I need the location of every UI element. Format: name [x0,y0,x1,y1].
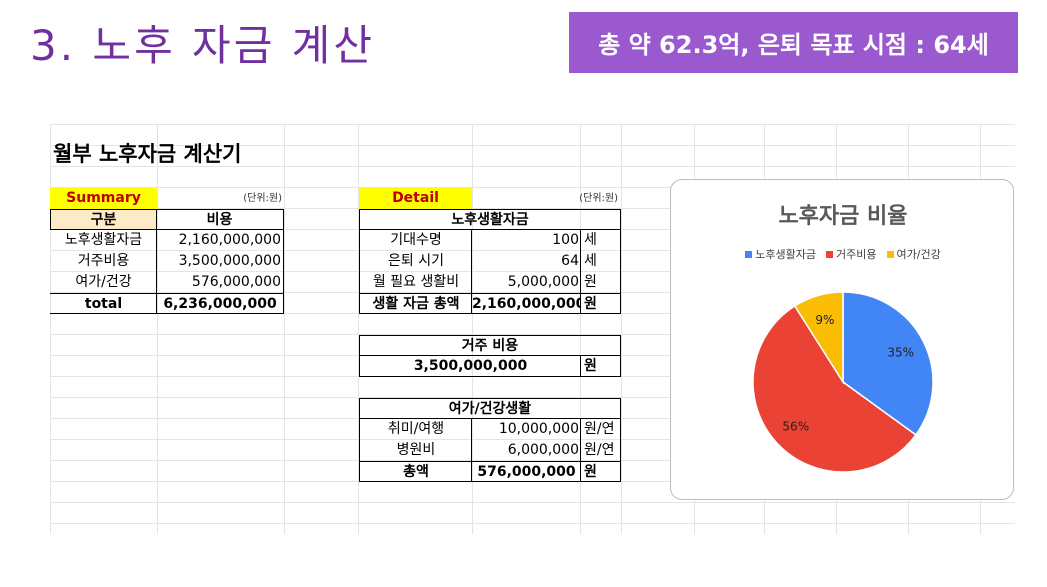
summary-row-name[interactable]: 거주비용 [77,253,130,269]
gridline [580,124,581,534]
summary-row-name[interactable]: 여가/건강 [75,274,132,290]
pie-data-label: 56% [782,419,809,433]
gridline [472,124,473,534]
gridline [50,124,1015,125]
leisure-row-unit[interactable]: 원/연 [580,440,621,461]
living-row-unit[interactable]: 세 [580,230,621,251]
leisure-total-unit[interactable]: 원 [580,461,621,482]
slide-title: 3. 노후 자금 계산 [30,21,375,70]
gridline [50,334,1015,335]
leisure-row-value[interactable]: 10,000,000 [471,419,581,440]
living-total-label[interactable]: 생활 자금 총액 [359,293,472,314]
summary-label: Summary [50,188,157,209]
pie-data-label: 9% [815,313,834,327]
gridline [358,124,359,534]
leisure-header[interactable]: 여가/건강생활 [359,398,621,419]
living-row-value[interactable]: 100 [471,230,581,251]
gridline [50,439,1015,440]
summary-total-value[interactable]: 6,236,000,000 [156,293,284,314]
gridline [50,124,51,534]
pie-slice[interactable] [842,291,934,436]
chart-legend: 노후생활자금 거주비용 여가/건강 [671,246,1015,262]
legend-swatch [745,250,753,258]
living-row-name[interactable]: 월 필요 생활비 [359,272,472,293]
living-row-value[interactable]: 64 [471,251,581,272]
gridline [50,166,1015,167]
leisure-row-name[interactable]: 병원비 [359,440,472,461]
summary-row-name[interactable]: 노후생활자금 [64,232,143,248]
gridline [50,208,1015,209]
legend-swatch [826,250,834,258]
pie-data-label: 35% [887,346,914,360]
summary-row-value[interactable]: 2,160,000,000 [156,230,284,251]
gridline [50,292,1015,293]
gridline [50,460,1015,461]
living-row-value[interactable]: 5,000,000 [471,272,581,293]
leisure-total-label[interactable]: 총액 [359,461,472,482]
leisure-row-name[interactable]: 취미/여행 [359,419,472,440]
housing-header[interactable]: 거주 비용 [359,335,621,356]
housing-unit[interactable]: 원 [580,356,621,377]
legend-item: 여가/건강 [886,246,941,262]
detail-unit: (단위:원) [579,193,618,204]
legend-label: 노후생활자금 [755,248,817,261]
summary-header-cost[interactable]: 비용 [156,209,284,230]
gridline [50,145,1015,146]
detail-label: Detail [359,188,472,209]
summary-row-value[interactable]: 3,500,000,000 [156,251,284,272]
gridline [50,250,1015,251]
summary-unit: (단위:원) [243,193,282,204]
living-total-value[interactable]: 2,160,000,000 [471,293,581,314]
summary-total-label[interactable]: total [50,293,157,314]
leisure-row-unit[interactable]: 원/연 [580,419,621,440]
living-row-unit[interactable]: 원 [580,272,621,293]
living-row-name[interactable]: 은퇴 시기 [359,251,472,272]
legend-item: 노후생활자금 [745,246,816,262]
summary-row-value[interactable]: 576,000,000 [156,272,284,293]
gridline [50,502,1015,503]
calculator-title: 월부 노후자금 계산기 [53,142,242,166]
living-header[interactable]: 노후생활자금 [359,209,621,230]
pie-chart-container[interactable]: 노후자금 비율 노후생활자금 거주비용 여가/건강 35% 56% 9% [670,179,1014,500]
pie-chart[interactable]: 35% 56% 9% [671,180,1015,501]
leisure-row-value[interactable]: 6,000,000 [471,440,581,461]
chart-title: 노후자금 비율 [778,204,908,229]
gridline [50,523,1015,524]
gridline [157,124,158,534]
pie-slice[interactable] [793,291,844,385]
summary-banner: 총 약 62.3억, 은퇴 목표 시점 : 64세 [569,12,1018,73]
gridline [50,397,1015,398]
gridline [284,124,285,534]
living-row-unit[interactable]: 세 [580,251,621,272]
legend-label: 여가/건강 [896,248,941,261]
pie-slice[interactable] [752,304,917,473]
legend-label: 거주비용 [836,248,877,261]
gridline [50,271,1015,272]
housing-value[interactable]: 3,500,000,000 [359,356,581,377]
summary-header-category[interactable]: 구분 [50,209,157,230]
living-total-unit[interactable]: 원 [580,293,621,314]
legend-swatch [886,250,894,258]
gridline [50,187,1015,188]
leisure-total-value[interactable]: 576,000,000 [471,461,581,482]
gridline [621,124,622,534]
legend-item: 거주비용 [826,246,877,262]
living-row-name[interactable]: 기대수명 [359,230,472,251]
